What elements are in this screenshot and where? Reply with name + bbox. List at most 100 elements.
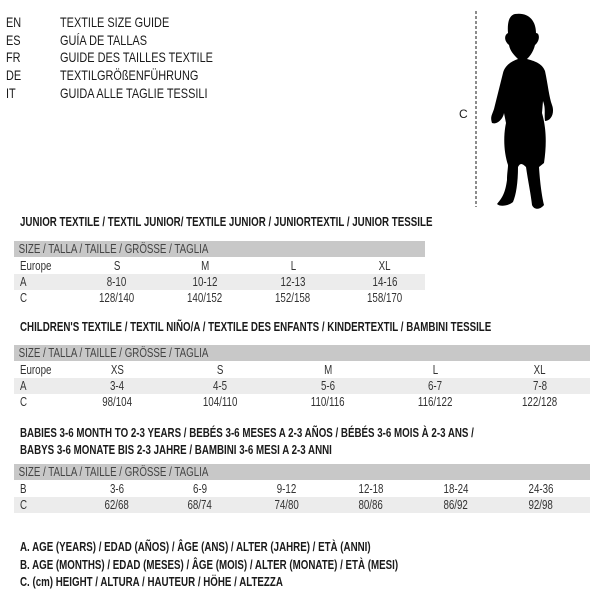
table-row: A 8-10 10-12 12-13 14-16	[14, 274, 425, 290]
table-cell: 140/152	[165, 290, 245, 306]
lang-it: IT	[6, 85, 16, 101]
cell-text: 92/98	[528, 498, 554, 512]
table-cell: 6-9	[160, 481, 240, 497]
table-cell: 7-8	[500, 378, 580, 394]
cell-text: 6-7	[427, 379, 443, 393]
table-cell: 4-5	[180, 378, 260, 394]
cell-text: 104/110	[202, 395, 238, 409]
table-cell: 8-10	[77, 274, 157, 290]
cell-text: L	[432, 363, 438, 377]
cell-text: 98/104	[102, 395, 132, 409]
table-cell: 86/92	[416, 497, 496, 513]
cell-text: 152/158	[275, 291, 311, 305]
row-label: A	[20, 379, 27, 393]
table-cell: 3-6	[77, 481, 157, 497]
cell-text: L	[290, 259, 296, 273]
table-cell: 158/170	[345, 290, 425, 306]
legend-a: A. AGE (YEARS) / EDAD (AÑOS) / ÂGE (ANS)…	[20, 540, 470, 554]
cell-text: M	[200, 259, 210, 273]
table-row: C 128/140 140/152 152/158 158/170	[14, 290, 425, 306]
lang-text: GUIDE DES TAILLES TEXTILE	[60, 49, 213, 65]
title-text: BABYS 3-6 MONATE BIS 2-3 JAHRE / BAMBINI…	[20, 443, 332, 457]
cell-text: 116/122	[417, 395, 453, 409]
title-text: BABIES 3-6 MONTH TO 2-3 YEARS / BEBÉS 3-…	[20, 426, 474, 440]
cell-text: 3-4	[109, 379, 125, 393]
cell-text: 158/170	[367, 291, 403, 305]
lang-es-label: GUÍA DE TALLAS	[60, 31, 172, 49]
row-label: Europe	[20, 363, 52, 377]
table-cell: 10-12	[165, 274, 245, 290]
cell-text: S	[113, 259, 121, 273]
table-cell: 80/86	[331, 497, 411, 513]
table-cell: 5-6	[288, 378, 368, 394]
table-cell: 152/158	[253, 290, 333, 306]
babies-table-title: BABIES 3-6 MONTH TO 2-3 YEARS / BEBÉS 3-…	[20, 426, 600, 440]
children-size-header: SIZE / TALLA / TAILLE / GRÖSSE / TAGLIA	[14, 345, 590, 361]
title-text: JUNIOR TEXTILE / TEXTIL JUNIOR/ TEXTILE …	[20, 215, 433, 229]
table-cell: 12-18	[331, 481, 411, 497]
table-cell: L	[395, 362, 475, 378]
cell-text: 7-8	[532, 379, 548, 393]
header-text: SIZE / TALLA / TAILLE / GRÖSSE / TAGLIA	[18, 242, 209, 256]
legend-c: C. (cm) HEIGHT / ALTURA / HAUTEUR / HÖHE…	[20, 575, 357, 589]
lang-text: GUÍA DE TALLAS	[60, 32, 147, 48]
table-row: Europe S M L XL	[14, 258, 425, 274]
header-text: SIZE / TALLA / TAILLE / GRÖSSE / TAGLIA	[18, 465, 209, 479]
cell-text: 24-36	[528, 482, 554, 496]
legend-text: A. AGE (YEARS) / EDAD (AÑOS) / ÂGE (ANS)…	[20, 540, 371, 554]
row-label: B	[20, 482, 27, 496]
row-label: C	[20, 498, 28, 512]
table-cell: XL	[345, 258, 425, 274]
table-cell: 6-7	[395, 378, 475, 394]
lang-es: ES	[6, 32, 21, 48]
table-row: B 3-6 6-9 9-12 12-18 18-24 24-36	[14, 481, 590, 497]
cell-text: 12-13	[280, 275, 306, 289]
table-row: C 98/104 104/110 110/116 116/122 122/128	[14, 394, 590, 410]
cell-text: 10-12	[192, 275, 218, 289]
table-cell: XL	[500, 362, 580, 378]
table-cell: L	[253, 258, 333, 274]
cell-text: XL	[379, 259, 391, 273]
table-cell: XS	[77, 362, 157, 378]
table-cell: 92/98	[501, 497, 581, 513]
cell-text: 74/80	[274, 498, 300, 512]
junior-table-title: JUNIOR TEXTILE / TEXTIL JUNIOR/ TEXTILE …	[20, 215, 549, 229]
table-cell: 18-24	[416, 481, 496, 497]
table-row: A 3-4 4-5 5-6 6-7 7-8	[14, 378, 590, 394]
lang-fr-label: GUIDE DES TAILLES TEXTILE	[60, 48, 256, 66]
row-label: C	[20, 291, 28, 305]
table-cell: 104/110	[180, 394, 260, 410]
lang-it-label: GUIDA ALLE TAGLIE TESSILI	[60, 84, 249, 102]
table-cell: 3-4	[77, 378, 157, 394]
lang-text: TEXTILE SIZE GUIDE	[60, 14, 170, 30]
cell-text: 9-12	[277, 482, 297, 496]
cell-text: 80/86	[358, 498, 384, 512]
table-cell: 74/80	[247, 497, 327, 513]
legend-text: B. AGE (MONTHS) / EDAD (MESES) / ÂGE (MO…	[20, 558, 399, 572]
cell-text: 140/152	[187, 291, 223, 305]
cell-text: 128/140	[99, 291, 135, 305]
cell-text: 68/74	[187, 498, 213, 512]
cell-text: 12-18	[358, 482, 384, 496]
table-cell: 116/122	[395, 394, 475, 410]
table-row: C 62/68 68/74 74/80 80/86 86/92 92/98	[14, 497, 590, 513]
cell-text: 4-5	[212, 379, 228, 393]
table-cell: 9-12	[247, 481, 327, 497]
table-row: Europe XS S M L XL	[14, 362, 590, 378]
cell-text: 6-9	[192, 482, 208, 496]
table-cell: 62/68	[77, 497, 157, 513]
babies-table-title-line2: BABYS 3-6 MONATE BIS 2-3 JAHRE / BAMBINI…	[20, 443, 420, 457]
table-cell: 68/74	[160, 497, 240, 513]
cell-text: 3-6	[109, 482, 125, 496]
table-cell: 128/140	[77, 290, 157, 306]
lang-text: TEXTILGRÖßENFÜHRUNG	[60, 67, 199, 83]
cell-text: 86/92	[443, 498, 469, 512]
table-cell: M	[288, 362, 368, 378]
cell-text: 8-10	[107, 275, 127, 289]
table-cell: 98/104	[77, 394, 157, 410]
junior-size-header: SIZE / TALLA / TAILLE / GRÖSSE / TAGLIA	[14, 241, 425, 257]
cell-text: 62/68	[104, 498, 130, 512]
cell-text: 110/116	[311, 395, 345, 409]
child-silhouette-icon	[475, 11, 554, 209]
table-cell: 14-16	[345, 274, 425, 290]
